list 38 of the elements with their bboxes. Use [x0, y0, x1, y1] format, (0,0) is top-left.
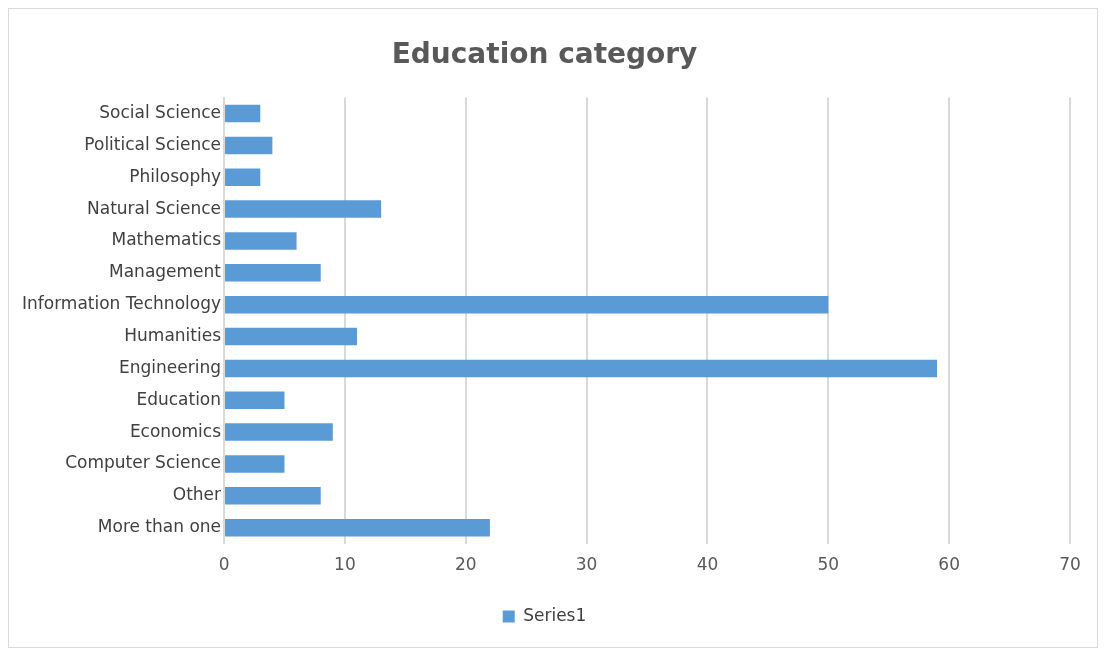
- y-tick-label: Mathematics: [111, 229, 222, 250]
- x-tick-label: 40: [696, 554, 719, 575]
- x-tick-label: 70: [1059, 554, 1081, 575]
- legend-label: Series1: [523, 604, 587, 625]
- y-tick-label: Management: [109, 261, 222, 282]
- bar: [225, 391, 285, 409]
- x-tick-label: 60: [938, 554, 960, 575]
- x-tick-label: 0: [218, 554, 230, 575]
- y-tick-label: Information Technology: [21, 293, 222, 314]
- bar: [225, 200, 382, 218]
- x-tick-label: 30: [575, 554, 598, 575]
- x-tick-label: 20: [454, 554, 477, 575]
- y-tick-label: More than one: [97, 516, 222, 537]
- y-tick-label: Social Science: [99, 101, 222, 122]
- y-tick-label: Humanities: [124, 324, 222, 345]
- y-tick-label: Engineering: [119, 356, 222, 377]
- bar: [225, 104, 261, 123]
- bar: [225, 487, 321, 505]
- y-tick-label: Philosophy: [129, 165, 222, 186]
- bar: [225, 232, 297, 250]
- bar: [225, 136, 273, 155]
- x-tick-label: 10: [334, 554, 356, 575]
- bar: [225, 518, 490, 537]
- y-tick-label: Education: [136, 388, 222, 409]
- bar: [225, 327, 357, 346]
- bar: [225, 423, 333, 441]
- bar: [225, 359, 938, 378]
- x-tick-label: 50: [817, 554, 840, 575]
- chart-title: Education category: [391, 37, 698, 71]
- y-tick-label: Political Science: [84, 133, 222, 154]
- y-tick-label: Computer Science: [65, 452, 222, 473]
- y-tick-label: Natural Science: [87, 197, 222, 218]
- bar: [225, 295, 829, 314]
- y-tick-label: Economics: [129, 420, 222, 441]
- bar: [225, 455, 285, 473]
- y-tick-label: Other: [172, 484, 222, 505]
- bar: [225, 264, 321, 282]
- bar: [225, 168, 261, 186]
